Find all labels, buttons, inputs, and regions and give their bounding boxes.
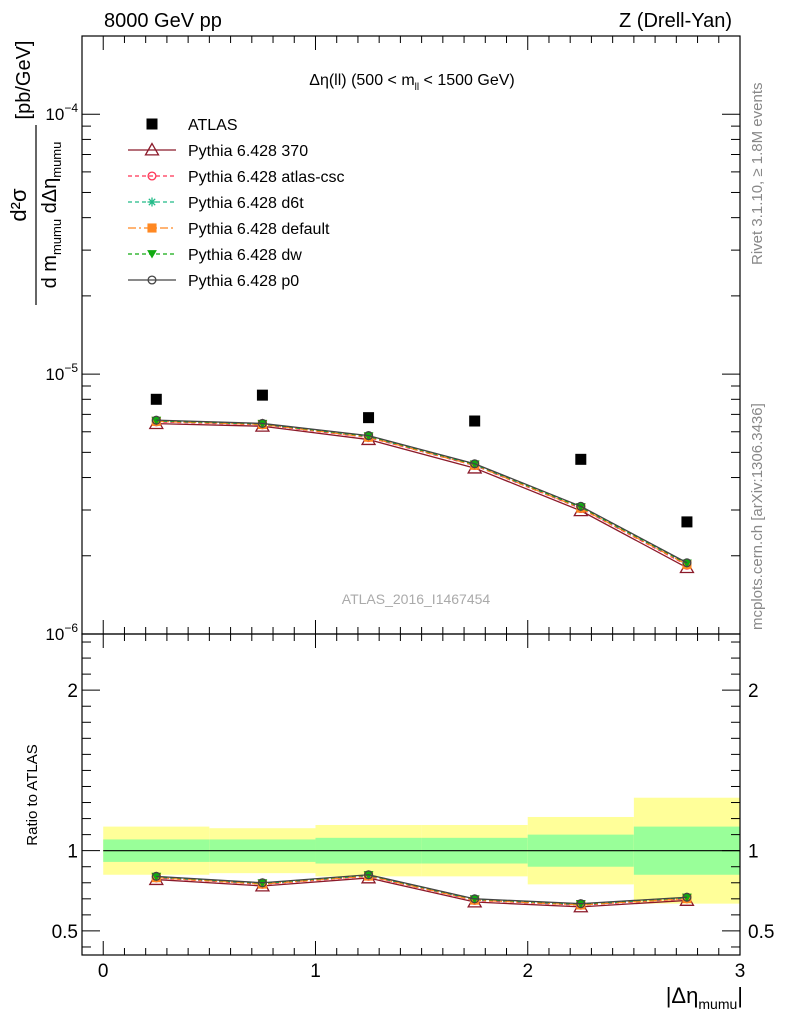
- legend-item-pythia-6-428-d6t: Pythia 6.428 d6t: [128, 195, 304, 212]
- ratio-frame: [81, 633, 741, 956]
- legend-marker: [147, 223, 157, 233]
- main-y-tick-label: 10−5: [45, 361, 78, 384]
- series-line-pythia-6-428-p0: [156, 419, 688, 564]
- data-point-pythia-6-428-p0: [257, 418, 267, 428]
- series-pythia-6-428-p0: [151, 415, 692, 568]
- series-line-pythia-6-428-atlas-csc: [156, 421, 688, 566]
- series-pythia-6-428-default: [151, 416, 692, 570]
- main-axes-box: [81, 35, 741, 635]
- series-pythia-6-428-370: [148, 415, 695, 574]
- ratio-line-pythia-6-428-default: [156, 875, 687, 906]
- ratio-uncertainty-bands: [103, 797, 740, 904]
- data-point-pythia-6-428-p0: [151, 415, 161, 425]
- ratio-series-layer: [148, 870, 695, 913]
- data-point-atlas: [363, 412, 375, 424]
- main-title: Δη(ll) (500 < mll < 1500 GeV): [309, 72, 514, 93]
- series-atlas: [150, 389, 693, 528]
- header-right: Z (Drell-Yan): [619, 10, 732, 32]
- ratio-y-tick-label-left: 1: [67, 842, 78, 863]
- legend-label: Pythia 6.428 atlas-csc: [188, 169, 345, 186]
- ratio-y-tick-label-right: 1: [748, 842, 759, 863]
- ratio-axes-box: [81, 633, 741, 956]
- data-point-pythia-6-428-dw: [151, 416, 162, 426]
- data-point-pythia-6-428-dw: [257, 419, 268, 429]
- main-series-layer: [148, 389, 695, 574]
- y-label-unit: [pb/GeV]: [13, 41, 35, 120]
- main-frame: [81, 35, 741, 635]
- x-axis-label: |Δηmumu|: [666, 983, 743, 1012]
- analysis-watermark: ATLAS_2016_I1467454: [342, 591, 491, 607]
- header-left: 8000 GeV pp: [104, 10, 222, 32]
- ratio-point-pythia-6-428-p0: [682, 892, 692, 902]
- series-pythia-6-428-dw: [151, 416, 692, 568]
- ratio-y-axis-label: Ratio to ATLAS: [24, 744, 41, 845]
- main-y-tick-label: 10−4: [45, 101, 78, 124]
- legend-marker: [147, 250, 157, 259]
- ratio-point-pythia-6-428-p0: [151, 871, 161, 881]
- ratio-point-pythia-6-428-p0: [363, 870, 374, 880]
- x-tick-label: 2: [522, 961, 533, 982]
- legend-label: Pythia 6.428 dw: [188, 247, 302, 264]
- x-tick-label: 1: [310, 961, 321, 982]
- legend-item-pythia-6-428-atlas-csc: Pythia 6.428 atlas-csc: [128, 169, 345, 186]
- legend-item-pythia-6-428-default: Pythia 6.428 default: [128, 221, 330, 238]
- ratio-tick-labels: 0.5 0.5 1 1 2 2 0 1 2 3: [52, 681, 775, 982]
- ratio-point-pythia-6-428-p0: [257, 878, 267, 888]
- legend-marker: [147, 197, 157, 207]
- ratio-line-pythia-6-428-370: [156, 877, 687, 908]
- ratio-y-tick-label-left: 2: [67, 681, 78, 702]
- legend-item-atlas: ATLAS: [146, 117, 238, 134]
- data-point-atlas: [150, 393, 162, 405]
- ratio-point-pythia-6-428-p0: [576, 899, 586, 909]
- legend-label: Pythia 6.428 p0: [188, 273, 299, 290]
- legend-item-pythia-6-428-370: Pythia 6.428 370: [128, 142, 308, 160]
- legend-label: Pythia 6.428 370: [188, 143, 308, 160]
- ratio-series-pythia-6-428-p0: [151, 870, 692, 909]
- data-point-pythia-6-428-p0: [470, 459, 480, 469]
- data-point-atlas: [681, 516, 693, 528]
- main-y-tick-label: 10−6: [45, 621, 78, 644]
- data-point-atlas: [469, 415, 481, 427]
- legend-label: ATLAS: [188, 117, 238, 134]
- series-pythia-6-428-atlas-csc: [151, 417, 692, 570]
- ratio-y-tick-label-left: 0.5: [52, 922, 78, 943]
- legend-marker: [147, 275, 157, 285]
- y-label-numerator: d²σ: [6, 188, 31, 222]
- data-point-atlas: [256, 389, 268, 401]
- legend: ATLAS Pythia 6.428 370 Pythia 6.428 atlas-…: [128, 117, 345, 290]
- series-line-pythia-6-428-dw: [156, 420, 688, 564]
- legend-marker: [144, 142, 160, 156]
- legend-marker: [147, 171, 157, 181]
- x-tick-label: 0: [98, 961, 109, 982]
- data-point-pythia-6-428-dw: [363, 432, 374, 441]
- ratio-point-pythia-6-428-p0: [470, 894, 480, 904]
- main-y-tick-labels: 10−6 10−5 10−4: [45, 101, 78, 644]
- series-line-pythia-6-428-default: [156, 420, 688, 566]
- data-point-pythia-6-428-p0: [682, 558, 692, 568]
- ratio-line-pythia-6-428-p0: [156, 874, 687, 905]
- y-label-denominator: d mmumu dΔηmumu: [39, 142, 64, 289]
- series-line-pythia-6-428-d6t: [156, 420, 688, 565]
- data-point-pythia-6-428-p0: [576, 501, 586, 511]
- data-point-atlas: [575, 453, 587, 465]
- legend-item-pythia-6-428-p0: Pythia 6.428 p0: [128, 273, 299, 290]
- series-pythia-6-428-d6t: [151, 416, 692, 569]
- legend-label: Pythia 6.428 d6t: [188, 195, 304, 212]
- x-tick-label: 3: [735, 961, 746, 982]
- legend-marker: [146, 118, 158, 130]
- series-line-pythia-6-428-370: [156, 422, 688, 569]
- source-label: mcplots.cern.ch [arXiv:1306.3436]: [749, 403, 766, 630]
- ratio-y-tick-label-right: 0.5: [748, 922, 774, 943]
- legend-item-pythia-6-428-dw: Pythia 6.428 dw: [128, 247, 302, 264]
- legend-label: Pythia 6.428 default: [188, 221, 330, 238]
- rivet-label: Rivet 3.1.10, ≥ 1.8M events: [749, 83, 766, 266]
- main-y-axis-label: d²σ d mmumu dΔηmumu [pb/GeV]: [6, 41, 64, 305]
- data-point-pythia-6-428-p0: [363, 431, 374, 441]
- ratio-y-tick-label-right: 2: [748, 681, 759, 702]
